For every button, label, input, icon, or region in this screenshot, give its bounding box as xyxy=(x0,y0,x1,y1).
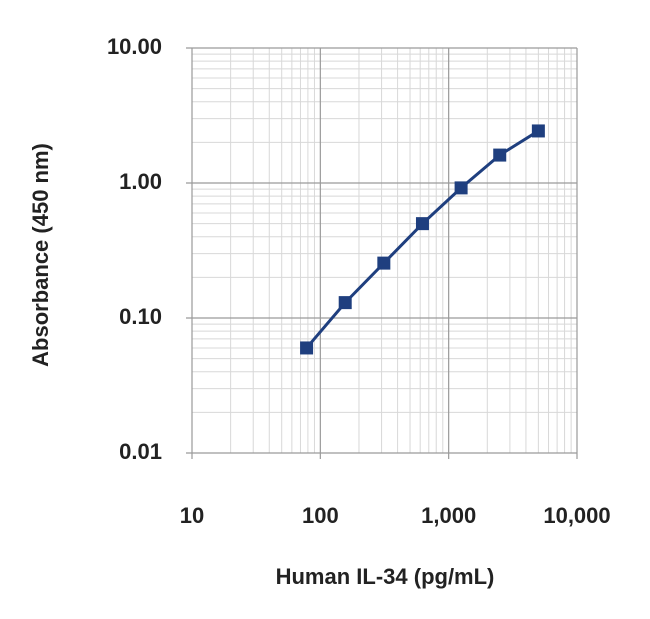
x-tick-label: 100 xyxy=(302,503,339,528)
marker xyxy=(377,256,391,270)
marker xyxy=(415,217,429,231)
marker xyxy=(338,296,352,310)
y-tick-label: 1.00 xyxy=(119,169,162,194)
y-tick-label: 0.10 xyxy=(119,304,162,329)
x-axis-label: Human IL-34 (pg/mL) xyxy=(276,564,495,589)
series-line xyxy=(305,129,540,349)
x-tick-label: 1,000 xyxy=(421,503,476,528)
x-tick-label: 10 xyxy=(180,503,204,528)
marker xyxy=(493,148,507,162)
y-axis-label: Absorbance (450 nm) xyxy=(28,143,53,367)
x-tick-label: 10,000 xyxy=(543,503,610,528)
marker xyxy=(531,124,545,138)
marker xyxy=(454,181,468,195)
y-tick-label: 0.01 xyxy=(119,439,162,464)
y-tick-label: 10.00 xyxy=(107,34,162,59)
marker xyxy=(300,341,314,355)
